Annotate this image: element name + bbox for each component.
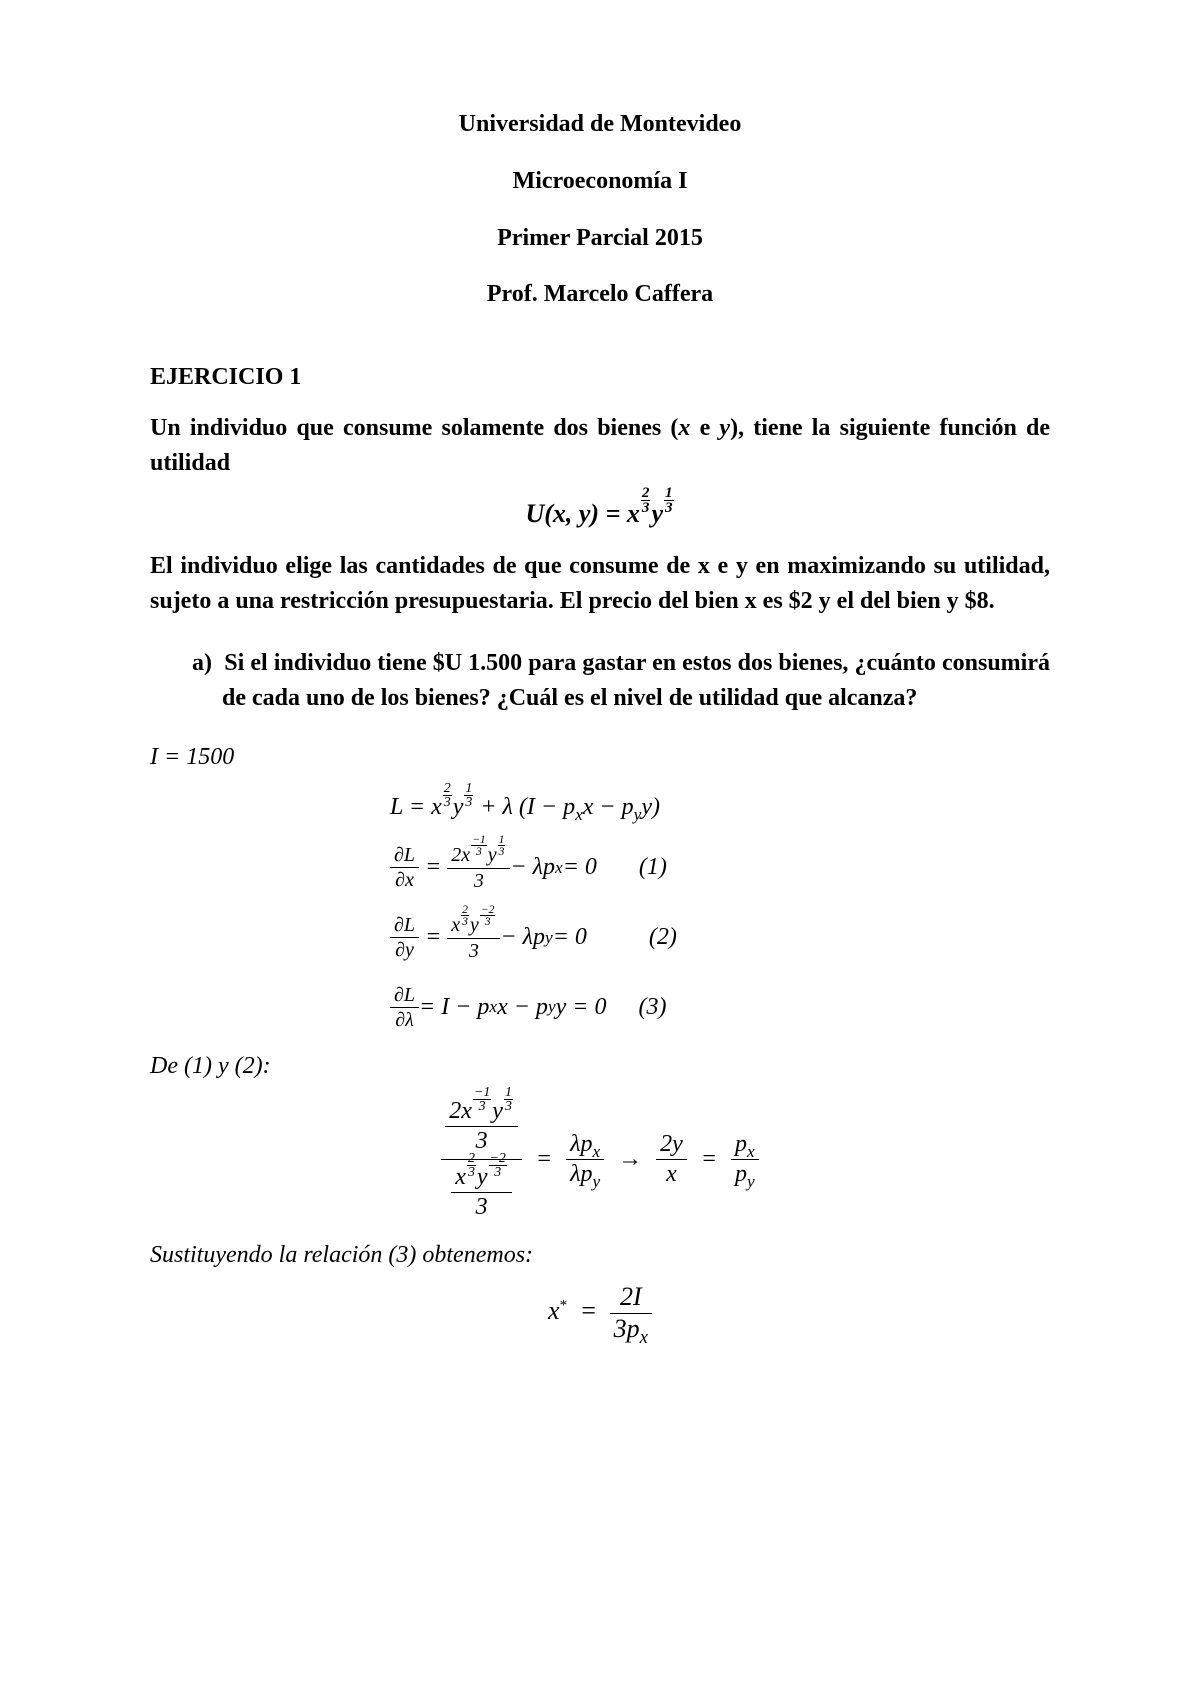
question-a-label: a) bbox=[192, 650, 212, 676]
var-y: y bbox=[719, 415, 730, 441]
dL-dlambda: ∂L ∂λ bbox=[390, 984, 419, 1031]
question-a-text: Si el individuo tiene $U 1.500 para gast… bbox=[222, 650, 1050, 711]
income-line: I = 1500 bbox=[150, 744, 1050, 771]
exam-title: Primer Parcial 2015 bbox=[150, 224, 1050, 253]
lagr-tail1: + λ (I − p bbox=[474, 794, 575, 820]
foc1-frac: 2x−13y13 3 bbox=[447, 844, 510, 892]
sub-px: x bbox=[575, 805, 583, 824]
lagr-L: L = x bbox=[390, 794, 442, 820]
document-header: Universidad de Montevideo Microeconomía … bbox=[150, 110, 1050, 309]
foc-2: ∂L ∂y = x23y−23 3 − λpy = 0 (2) bbox=[390, 914, 1050, 962]
foc2-label: (2) bbox=[601, 923, 677, 952]
lagrangian-block: L = x23y13 + λ (I − pxx − pyy) ∂L ∂x = 2… bbox=[390, 793, 1050, 1031]
xstar-equation: x* = 2I 3px bbox=[150, 1283, 1050, 1343]
lagr-tail2: x − p bbox=[583, 794, 634, 820]
utility-y: y bbox=[651, 499, 663, 528]
substitution-text: Sustituyendo la relación (3) obtenemos: bbox=[150, 1242, 1050, 1269]
foc-3: ∂L ∂λ = I − pxx − pyy = 0 (3) bbox=[390, 984, 1050, 1031]
exercise-title: EJERCICIO 1 bbox=[150, 364, 1050, 391]
dL-dx: ∂L ∂x bbox=[390, 844, 419, 891]
dL-dy: ∂L ∂y bbox=[390, 914, 419, 961]
university-name: Universidad de Montevideo bbox=[150, 110, 1050, 139]
ratio-equation: 2x−13y13 3 x23y−23 3 = λpx λpy → 2y bbox=[150, 1098, 1050, 1221]
intro-mid: e bbox=[690, 415, 719, 441]
exp-2-3: 23 bbox=[641, 486, 651, 516]
lagr-y: y bbox=[453, 794, 464, 820]
professor-name: Prof. Marcelo Caffera bbox=[150, 280, 1050, 309]
course-name: Microeconomía I bbox=[150, 167, 1050, 196]
utility-equation: U(x, y) = x23y13 bbox=[150, 499, 1050, 529]
intro-paragraph: Un individuo que consume solamente dos b… bbox=[150, 411, 1050, 481]
foc-1: ∂L ∂x = 2x−13y13 3 − λpx = 0 (1) bbox=[390, 844, 1050, 892]
page: Universidad de Montevideo Microeconomía … bbox=[0, 0, 1200, 1698]
foc1-label: (1) bbox=[611, 853, 667, 882]
lagrangian-eq: L = x23y13 + λ (I − pxx − pyy) bbox=[390, 793, 1050, 822]
utility-lhs: U(x, y) = x bbox=[525, 499, 639, 528]
lagr-exp1: 23 bbox=[443, 782, 452, 809]
foc3-label: (3) bbox=[620, 993, 666, 1022]
intro-prefix: Un individuo que consume solamente dos b… bbox=[150, 415, 678, 441]
var-x: x bbox=[678, 415, 690, 441]
exp-1-3: 13 bbox=[664, 486, 674, 516]
from-1-2: De (1) y (2): bbox=[150, 1053, 1050, 1080]
lagr-exp2: 13 bbox=[464, 782, 473, 809]
setup-paragraph: El individuo elige las cantidades de que… bbox=[150, 549, 1050, 619]
lagr-tail3: y) bbox=[641, 794, 660, 820]
foc2-frac: x23y−23 3 bbox=[447, 914, 500, 962]
question-a: a) Si el individuo tiene $U 1.500 para g… bbox=[192, 646, 1050, 716]
